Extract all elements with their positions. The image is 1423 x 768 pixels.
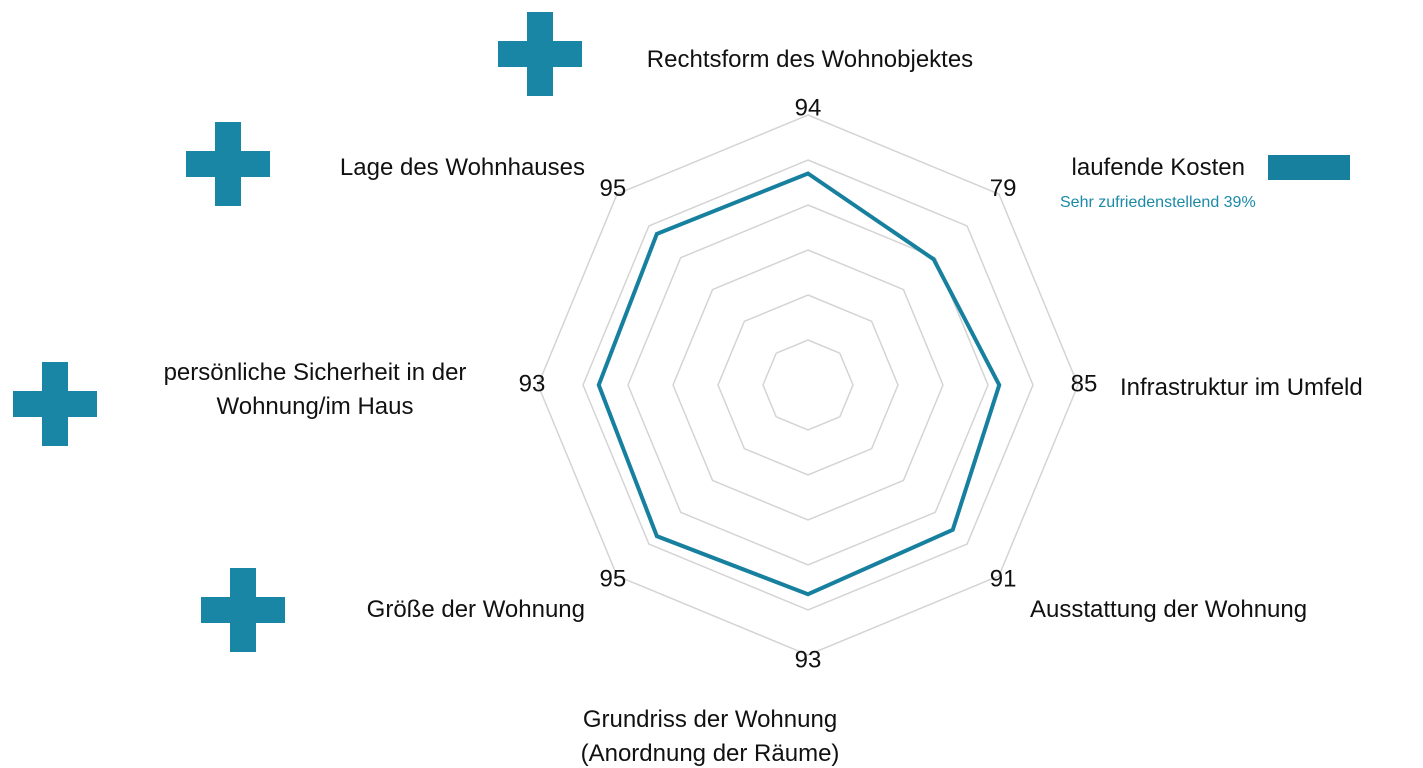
value-label: 85 — [1071, 370, 1098, 397]
value-label: 93 — [519, 370, 546, 397]
value-label: 79 — [990, 175, 1017, 202]
plus-icon — [13, 362, 97, 446]
value-label: 93 — [795, 646, 822, 673]
category-label: Lage des Wohnhauses — [339, 154, 585, 181]
plus-icon — [498, 12, 582, 96]
category-label: Größe der Wohnung — [366, 596, 585, 623]
grid-ring — [582, 159, 1034, 611]
annotation: Sehr zufriedenstellend 39% — [1060, 194, 1256, 211]
plus-icons — [13, 12, 582, 652]
data-line — [596, 171, 1002, 597]
grid-ring — [762, 339, 854, 431]
plus-icon — [201, 568, 285, 652]
value-label: 95 — [599, 175, 626, 202]
category-label: Grundriss der Wohnung (Anordnung der Räu… — [580, 706, 840, 767]
category-label: persönliche Sicherheit in der Wohnung/im… — [163, 359, 467, 420]
value-label: 94 — [795, 94, 822, 121]
grid-ring — [537, 114, 1079, 656]
category-label: Rechtsform des Wohnobjektes — [646, 46, 974, 73]
grid-ring — [717, 294, 899, 476]
category-label: Infrastruktur im Umfeld — [1120, 374, 1363, 401]
value-label: 91 — [990, 566, 1017, 593]
category-label: Ausstattung der Wohnung — [1030, 596, 1308, 623]
value-label: 95 — [599, 566, 626, 593]
category-label: laufende Kosten — [1071, 154, 1245, 181]
grid-ring — [672, 249, 944, 521]
plus-icon — [186, 122, 270, 206]
legend-swatch — [1268, 155, 1350, 180]
